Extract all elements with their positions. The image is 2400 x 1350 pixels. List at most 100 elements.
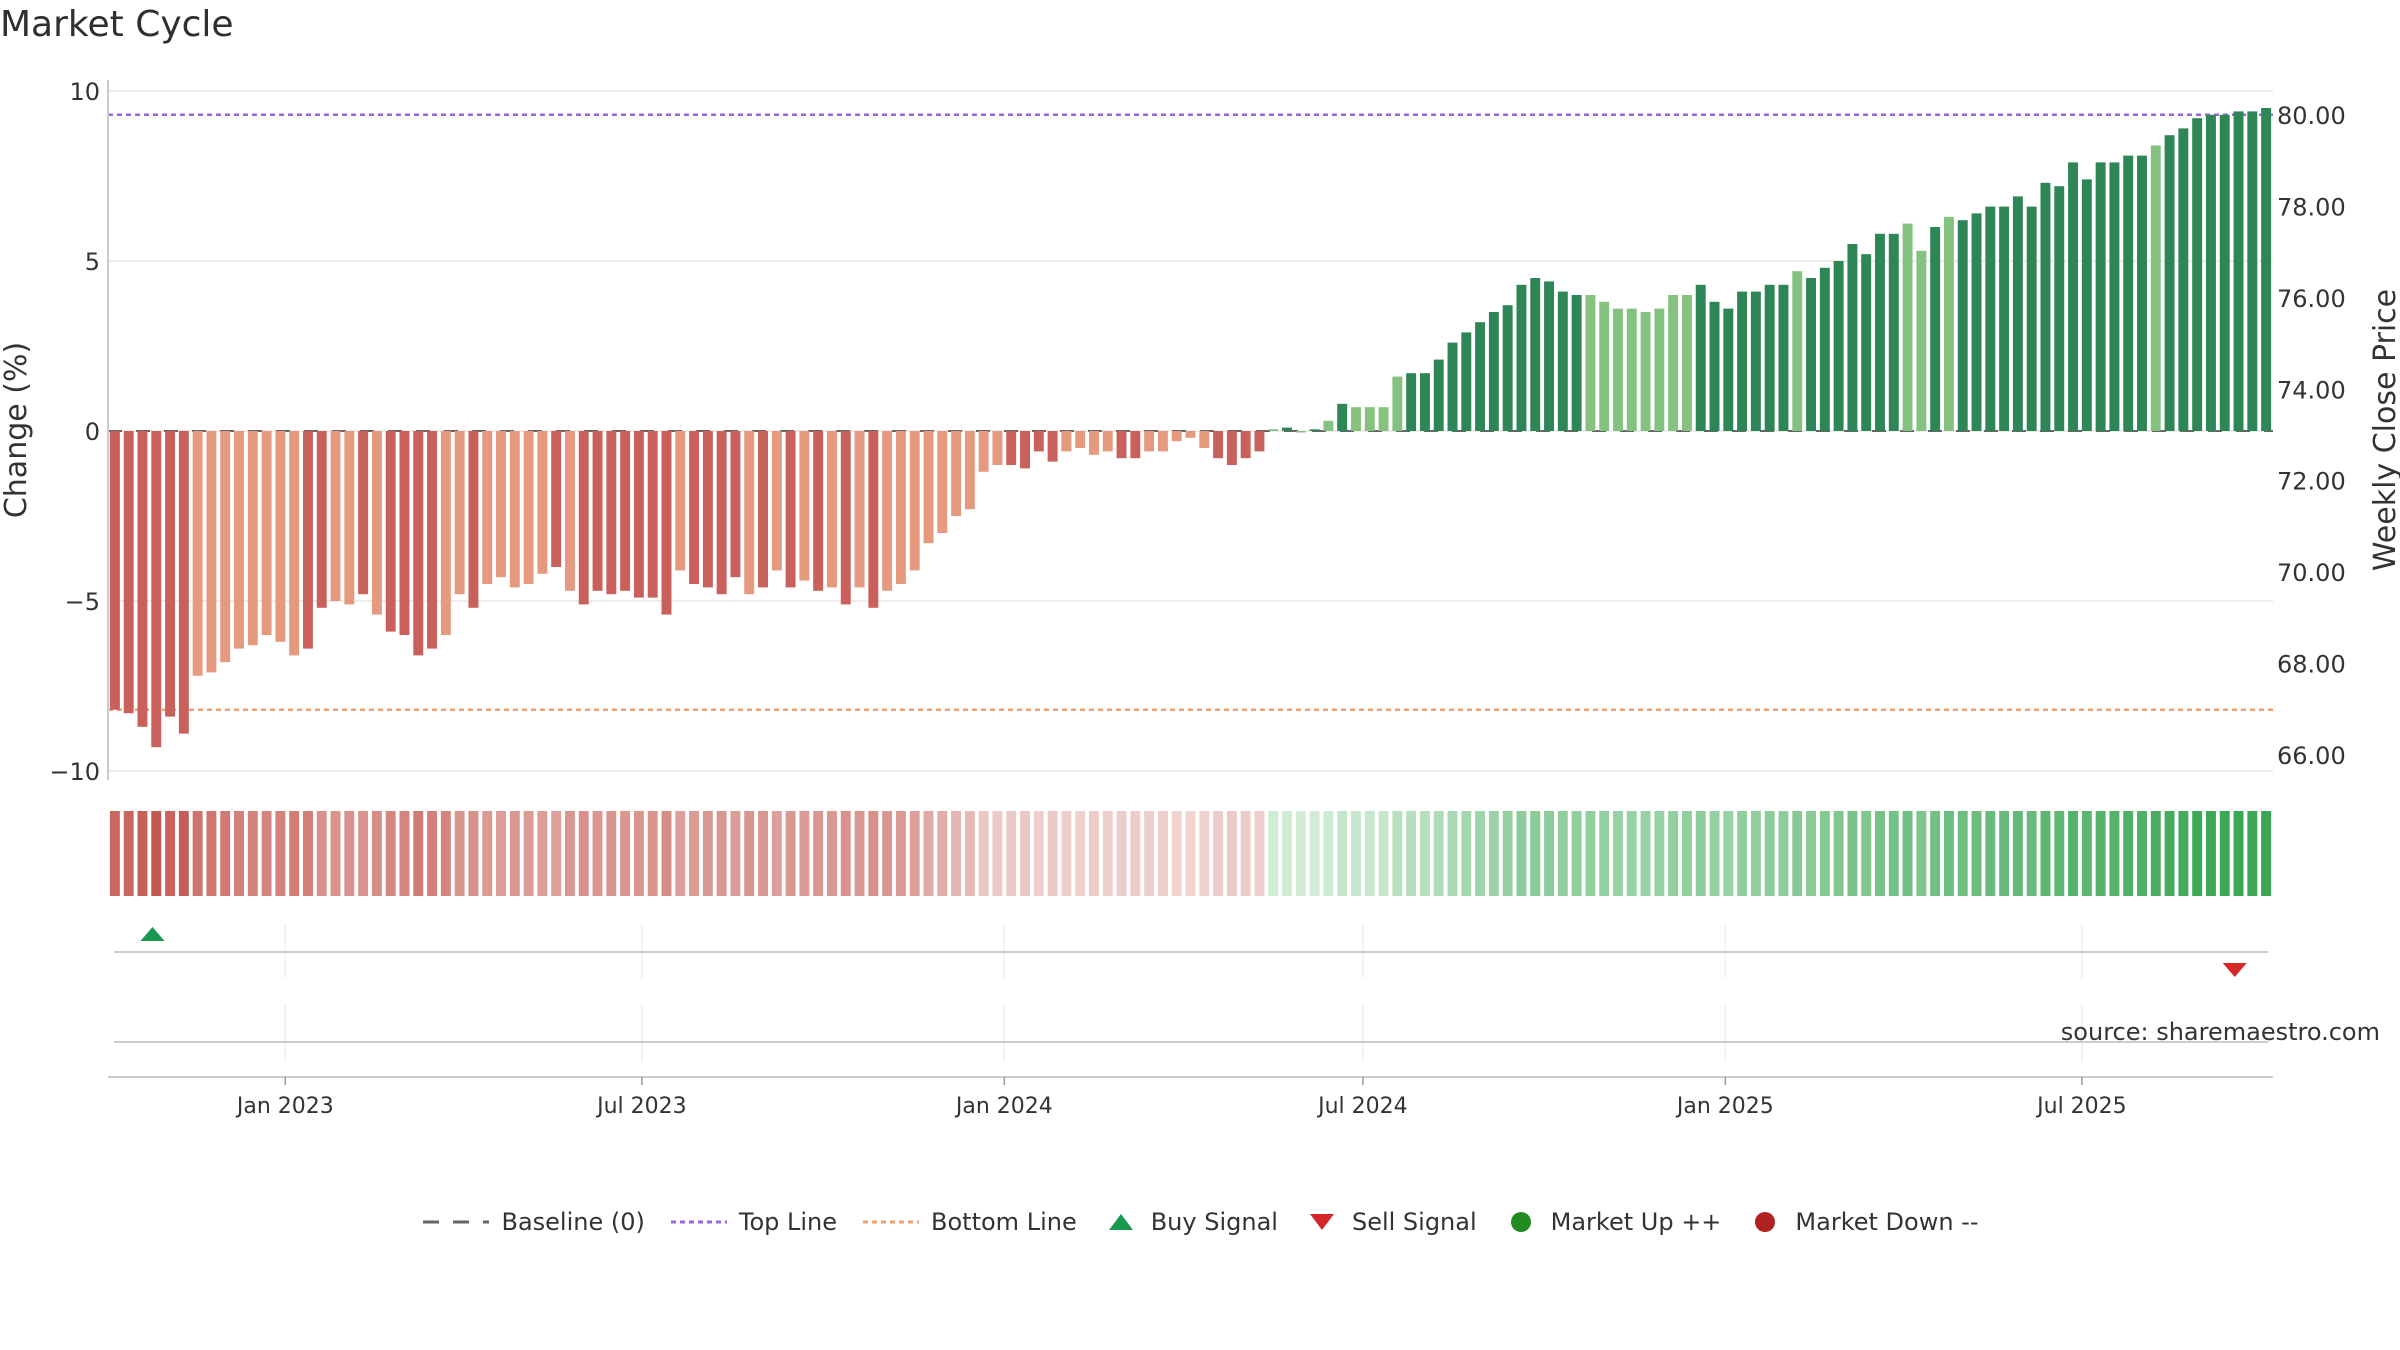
bar	[1419, 373, 1430, 431]
bar	[537, 431, 548, 574]
strip-cell	[165, 811, 176, 896]
strip-cell	[2068, 811, 2079, 896]
bar	[1930, 227, 1941, 431]
bar	[1971, 213, 1982, 431]
bar	[1764, 284, 1775, 431]
strip-cell	[2164, 811, 2175, 896]
strip-cell	[1047, 811, 1058, 896]
strip-cell	[937, 811, 948, 896]
legend-label: Market Up ++	[1550, 1208, 1722, 1236]
bar	[1585, 295, 1596, 431]
strip-cell	[1075, 811, 1086, 896]
bar	[1185, 431, 1196, 438]
strip-cell	[1461, 811, 1472, 896]
y2-tick-label: 76.00	[2277, 285, 2346, 313]
strip-cell	[868, 811, 879, 896]
strip-cell	[1295, 811, 1306, 896]
bar	[2040, 182, 2051, 431]
legend-label: Bottom Line	[931, 1208, 1077, 1236]
strip-cell	[1544, 811, 1554, 896]
strip-cell	[1599, 811, 1610, 896]
strip-cell	[1061, 811, 1072, 896]
bar	[868, 431, 879, 608]
strip-cell	[1268, 811, 1279, 896]
strip-cell	[2012, 811, 2023, 896]
bar	[1144, 431, 1155, 452]
bar	[923, 431, 934, 544]
bar	[330, 431, 341, 601]
strip-cell	[1930, 811, 1941, 896]
strip-cell	[1695, 811, 1706, 896]
bar	[937, 431, 948, 533]
bar	[675, 431, 686, 571]
signal-panel	[108, 927, 2273, 1078]
legend-item: Sell Signal	[1302, 1208, 1477, 1236]
bar	[1061, 431, 1072, 452]
bar	[1709, 301, 1720, 431]
red-dot-icon	[1745, 1210, 1795, 1234]
bar	[1557, 291, 1568, 431]
strip-cell	[468, 811, 479, 896]
bar	[1985, 206, 1996, 431]
bar	[1102, 431, 1113, 452]
green-dot-icon	[1501, 1210, 1551, 1234]
bar-series	[109, 108, 2272, 748]
bar	[1282, 427, 1292, 431]
bar	[1240, 431, 1251, 459]
y-tick-label: −10	[49, 758, 100, 786]
strip-cell	[1943, 811, 1954, 896]
strip-cell	[1985, 811, 1996, 896]
strip-cell	[496, 811, 506, 896]
bar	[137, 431, 148, 727]
bar	[620, 431, 631, 591]
legend-item: Baseline (0)	[421, 1208, 645, 1236]
strip-cell	[2137, 811, 2147, 896]
bar	[261, 431, 272, 635]
strip-cell	[316, 811, 327, 896]
bar	[2054, 186, 2065, 431]
bar	[840, 431, 851, 605]
strip-cell	[192, 811, 203, 896]
strip-cell	[1130, 811, 1141, 896]
bar	[468, 431, 479, 608]
bar	[799, 431, 810, 581]
bar	[992, 431, 1003, 465]
strip-cell	[744, 811, 755, 896]
bar	[427, 431, 438, 649]
bar	[1847, 244, 1858, 431]
strip-cell	[234, 811, 244, 896]
bar	[454, 431, 465, 595]
strip-cell	[1089, 811, 1099, 896]
bar	[2137, 155, 2147, 431]
bar	[316, 431, 327, 608]
strip-cell	[454, 811, 465, 896]
strip-cell	[385, 811, 396, 896]
bar	[109, 431, 120, 710]
y-tick-label: −5	[65, 588, 100, 616]
strip-cell	[1792, 811, 1803, 896]
bar	[247, 431, 258, 646]
bar	[882, 431, 893, 591]
strip-cell	[2109, 811, 2120, 896]
y2-tick-label: 74.00	[2277, 376, 2346, 404]
legend-item: Buy Signal	[1101, 1208, 1278, 1236]
strip-cell	[882, 811, 893, 896]
strip-cell	[1419, 811, 1430, 896]
bar	[813, 431, 824, 591]
strip-cell	[275, 811, 286, 896]
bar	[578, 431, 589, 605]
strip-cell	[206, 811, 217, 896]
bar	[1681, 295, 1692, 431]
strip-cell	[730, 811, 741, 896]
strip-cell	[1144, 811, 1155, 896]
bar	[1254, 431, 1265, 452]
bar	[165, 431, 176, 717]
y2-tick-label: 78.00	[2277, 193, 2346, 221]
bar	[220, 431, 231, 663]
strip-cell	[371, 811, 382, 896]
bar	[1502, 305, 1513, 431]
bar	[1640, 312, 1651, 431]
bar	[1613, 308, 1623, 431]
bar	[1999, 206, 2010, 431]
bar	[633, 431, 644, 598]
